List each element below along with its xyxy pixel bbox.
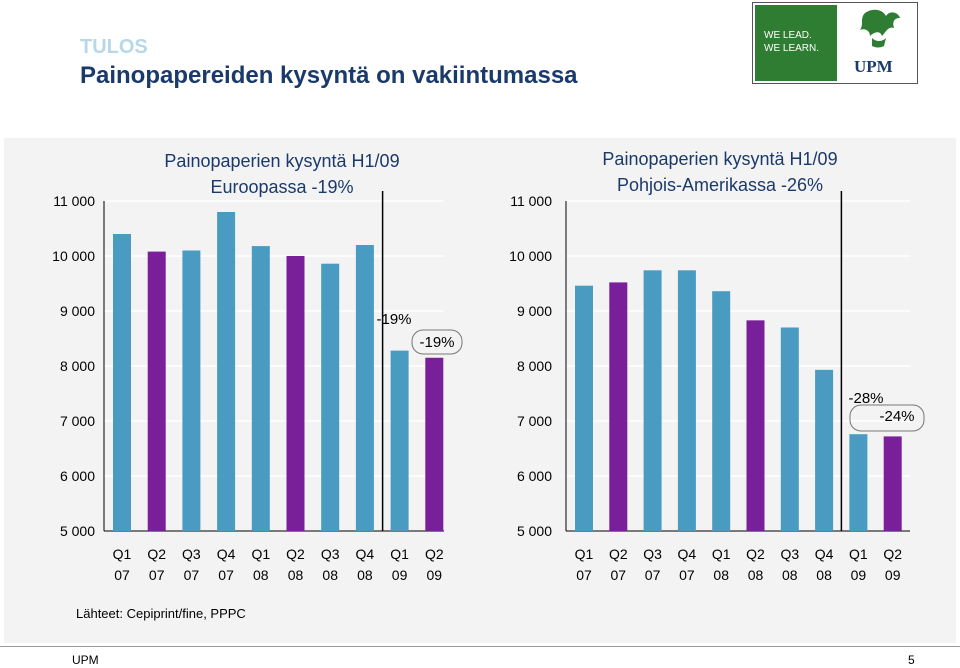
- x-tick-label: Q4: [217, 546, 236, 562]
- x-tick-label: 08: [253, 567, 269, 583]
- annotation-box: [849, 404, 925, 432]
- x-tick-label: Q2: [286, 546, 305, 562]
- brand-text: UPM: [854, 57, 893, 76]
- y-tick-label: 9 000: [60, 303, 95, 319]
- y-tick-label: 11 000: [510, 193, 552, 209]
- x-tick-label: 08: [357, 567, 373, 583]
- x-tick-label: Q4: [356, 546, 375, 562]
- bar: [746, 320, 765, 531]
- x-tick-label: Q3: [643, 546, 662, 562]
- bar: [147, 251, 166, 531]
- footer-brand: UPM: [72, 653, 99, 667]
- bar: [643, 270, 662, 531]
- x-tick-label: Q1: [113, 546, 132, 562]
- x-tick-label: Q4: [815, 546, 834, 562]
- y-tick-label: 10 000: [509, 248, 552, 264]
- bar: [217, 212, 236, 531]
- y-tick-label: 5 000: [60, 523, 95, 539]
- x-tick-label: 07: [149, 567, 165, 583]
- x-tick-label: Q1: [849, 546, 868, 562]
- x-tick-label: Q1: [575, 546, 594, 562]
- x-tick-label: 07: [184, 567, 200, 583]
- page-title: Painopapereiden kysyntä on vakiintumassa: [80, 62, 578, 89]
- data-annotation: -19%: [419, 334, 454, 351]
- y-tick-label: 9 000: [517, 303, 552, 319]
- x-tick-label: 07: [611, 567, 627, 583]
- bar: [113, 234, 131, 531]
- bar: [575, 285, 593, 531]
- x-tick-label: 09: [427, 567, 443, 583]
- source-note: Lähteet: Cepiprint/fine, PPPC: [76, 606, 246, 621]
- x-tick-label: 08: [322, 567, 338, 583]
- annotation-box: [411, 329, 463, 355]
- chart-title: Pohjois-Amerikassa -26%: [617, 175, 823, 195]
- x-tick-label: 08: [713, 567, 729, 583]
- x-tick-label: 09: [885, 567, 901, 583]
- footer-divider: [0, 646, 960, 647]
- x-tick-label: Q4: [678, 546, 697, 562]
- x-tick-label: Q2: [147, 546, 166, 562]
- chart-title: Euroopassa -19%: [210, 177, 353, 197]
- bar: [712, 291, 731, 531]
- bar: [609, 282, 628, 531]
- y-tick-label: 7 000: [517, 413, 552, 429]
- x-tick-label: 08: [816, 567, 832, 583]
- x-tick-label: 07: [645, 567, 661, 583]
- bar: [849, 434, 868, 531]
- x-tick-label: 08: [748, 567, 764, 583]
- y-tick-label: 8 000: [60, 358, 95, 374]
- bar: [677, 270, 696, 531]
- x-tick-label: Q1: [251, 546, 270, 562]
- x-tick-label: Q1: [390, 546, 409, 562]
- y-tick-label: 6 000: [517, 468, 552, 484]
- x-tick-label: 08: [288, 567, 304, 583]
- x-tick-label: 07: [679, 567, 695, 583]
- tagline-panel: [755, 5, 837, 81]
- y-tick-label: 11 000: [53, 193, 95, 209]
- bar: [390, 350, 409, 531]
- x-tick-label: Q2: [883, 546, 902, 562]
- x-tick-label: Q2: [746, 546, 765, 562]
- x-tick-label: Q3: [780, 546, 799, 562]
- x-tick-label: Q1: [712, 546, 731, 562]
- page-number: 5: [908, 653, 915, 667]
- upm-logo: WE LEAD. WE LEARN. UPM: [752, 2, 918, 84]
- y-tick-label: 6 000: [60, 468, 95, 484]
- data-annotation: -24%: [879, 408, 914, 425]
- y-tick-label: 10 000: [52, 248, 95, 264]
- y-tick-label: 7 000: [60, 413, 95, 429]
- x-tick-label: Q2: [425, 546, 444, 562]
- x-tick-label: Q2: [609, 546, 628, 562]
- x-tick-label: 08: [782, 567, 798, 583]
- x-tick-label: 09: [851, 567, 867, 583]
- x-tick-label: 09: [392, 567, 408, 583]
- x-tick-label: 07: [218, 567, 234, 583]
- chart-title: Painopaperien kysyntä H1/09: [602, 149, 837, 169]
- x-tick-label: 07: [576, 567, 592, 583]
- bar: [251, 246, 270, 531]
- x-tick-label: Q3: [321, 546, 340, 562]
- bar: [815, 369, 834, 531]
- tagline-line-1: WE LEAD.: [764, 30, 812, 41]
- bar: [883, 436, 902, 531]
- griffin-leaf-icon: [860, 9, 900, 48]
- bar: [780, 327, 799, 531]
- x-tick-label: 07: [114, 567, 130, 583]
- data-annotation: -19%: [376, 311, 411, 328]
- y-tick-label: 5 000: [517, 523, 552, 539]
- data-annotation: -28%: [848, 390, 883, 407]
- bar: [321, 263, 340, 531]
- bar: [182, 250, 201, 531]
- section-label: TULOS: [80, 36, 148, 58]
- bar: [355, 245, 374, 531]
- tagline-line-2: WE LEARN.: [764, 43, 819, 54]
- y-tick-label: 8 000: [517, 358, 552, 374]
- x-tick-label: Q3: [182, 546, 201, 562]
- chart-title: Painopaperien kysyntä H1/09: [164, 151, 399, 171]
- bar: [286, 256, 305, 531]
- bar: [425, 357, 444, 531]
